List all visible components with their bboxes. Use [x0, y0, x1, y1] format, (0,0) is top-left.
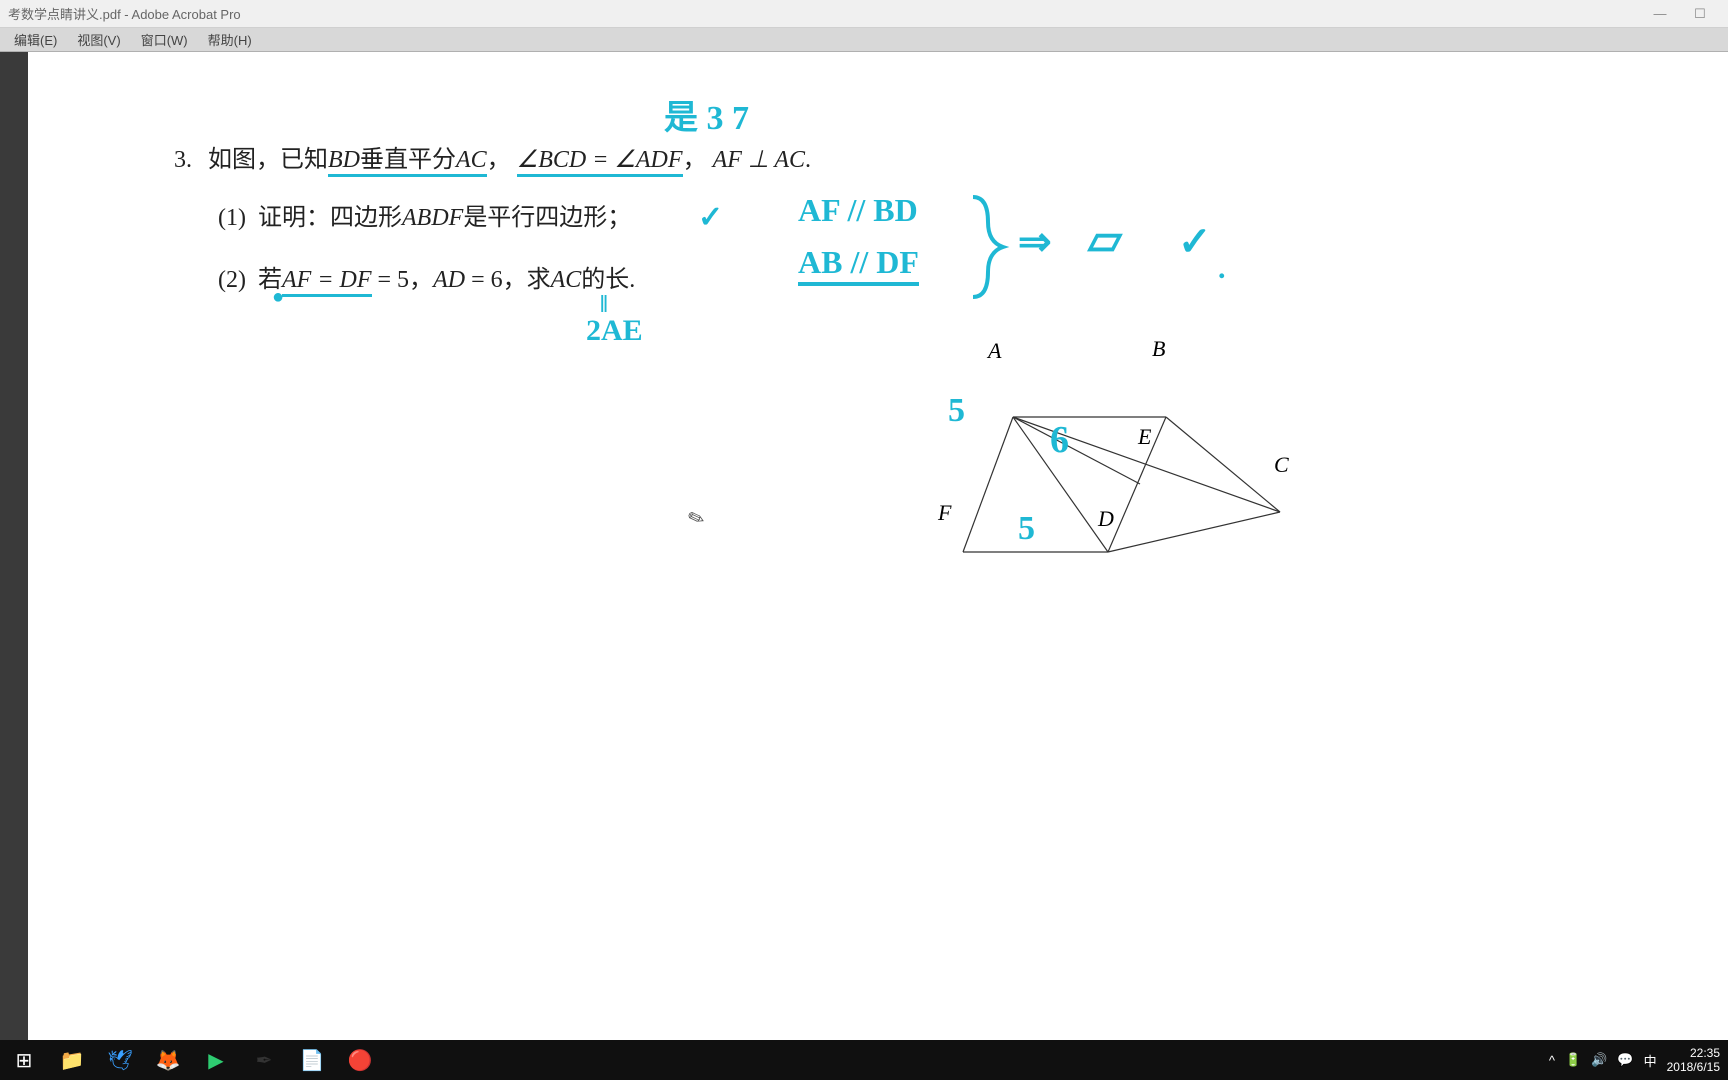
pdf-page: 3. 如图，已知BD垂直平分AC， ∠BCD = ∠ADF， AF ⊥ AC. …	[28, 52, 1728, 1040]
tray-icon-0[interactable]: ^	[1549, 1053, 1555, 1068]
hand-five-1: 5	[948, 392, 965, 430]
window-titlebar: 考数学点睛讲义.pdf - Adobe Acrobat Pro — ☐	[0, 0, 1728, 28]
geom-label-E: E	[1138, 424, 1151, 450]
taskbar-app-1[interactable]: 📁	[48, 1040, 96, 1080]
system-tray: ^ 🔋 🔊 💬 中 22:35 2018/6/15	[1549, 1046, 1728, 1075]
tray-icon-1[interactable]: 🔋	[1565, 1052, 1581, 1068]
taskbar-app-2[interactable]: 🕊	[96, 1040, 144, 1080]
hand-six: 6	[1050, 418, 1069, 462]
geom-label-D: D	[1098, 506, 1114, 532]
geometry-figure	[28, 52, 1428, 652]
menu-help[interactable]: 帮助(H)	[198, 30, 262, 49]
taskbar-app-7[interactable]: 🔴	[336, 1040, 384, 1080]
tray-icon-2[interactable]: 🔊	[1591, 1052, 1607, 1068]
document-viewport: 3. 如图，已知BD垂直平分AC， ∠BCD = ∠ADF， AF ⊥ AC. …	[0, 52, 1728, 1040]
taskbar-clock[interactable]: 22:35 2018/6/15	[1667, 1046, 1720, 1075]
geom-label-B: B	[1152, 336, 1165, 362]
geom-label-C: C	[1274, 452, 1289, 478]
geom-label-F: F	[938, 500, 951, 526]
taskbar-app-0[interactable]: ⊞	[0, 1040, 48, 1080]
pdf-sidebar[interactable]	[0, 52, 28, 1040]
taskbar-app-6[interactable]: 📄	[288, 1040, 336, 1080]
menu-edit[interactable]: 编辑(E)	[4, 30, 67, 49]
maximize-button[interactable]: ☐	[1680, 6, 1720, 22]
window-title: 考数学点睛讲义.pdf - Adobe Acrobat Pro	[8, 4, 241, 23]
tray-icon-3[interactable]: 💬	[1617, 1052, 1633, 1068]
hand-five-2: 5	[1018, 510, 1035, 548]
taskbar-app-5[interactable]: ✒	[240, 1040, 288, 1080]
taskbar-app-3[interactable]: 🦊	[144, 1040, 192, 1080]
menu-view[interactable]: 视图(V)	[67, 30, 130, 49]
tray-icon-4[interactable]: 中	[1644, 1051, 1657, 1070]
minimize-button[interactable]: —	[1640, 6, 1680, 21]
menubar: 编辑(E) 视图(V) 窗口(W) 帮助(H)	[0, 28, 1728, 52]
taskbar: ⊞📁🕊🦊▶✒📄🔴 ^ 🔋 🔊 💬 中 22:35 2018/6/15	[0, 1040, 1728, 1080]
taskbar-app-4[interactable]: ▶	[192, 1040, 240, 1080]
menu-window[interactable]: 窗口(W)	[131, 30, 198, 49]
geom-label-A: A	[988, 338, 1001, 364]
